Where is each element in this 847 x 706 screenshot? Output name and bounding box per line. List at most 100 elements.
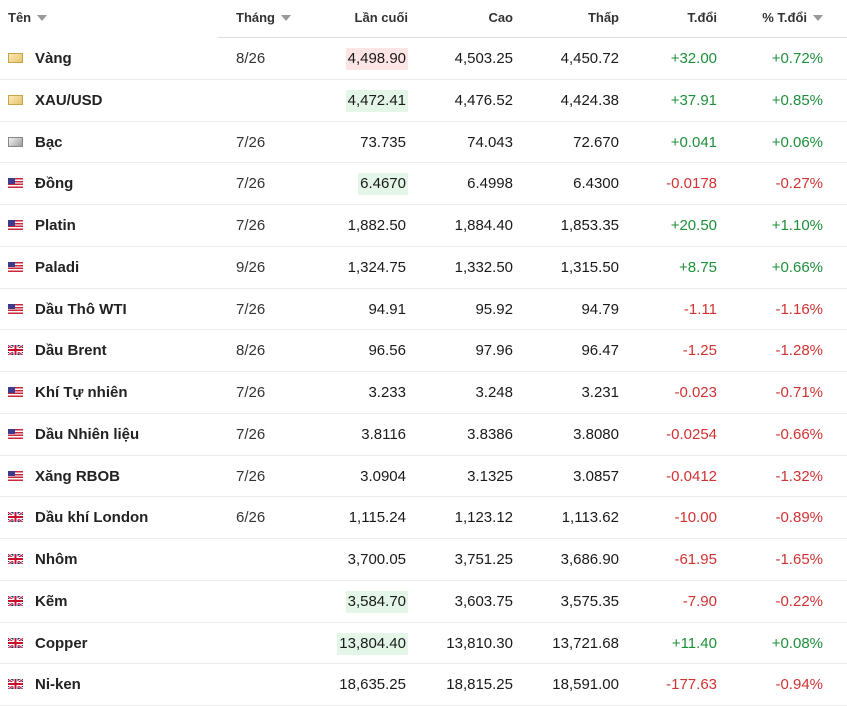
- header-cell[interactable]: Cao: [488, 10, 513, 25]
- last-cell: 4,498.90: [345, 48, 408, 70]
- name-cell[interactable]: Vàng: [35, 50, 72, 67]
- month-cell: 7/26: [236, 300, 266, 318]
- table-row[interactable]: Dầu Brent 8/26 96.56 97.96 96.47 -1.25 -1.28%: [0, 330, 847, 372]
- name-cell[interactable]: Bạc: [35, 133, 63, 151]
- flag: [8, 679, 23, 690]
- low-cell: 4,450.72: [560, 50, 619, 67]
- pct-cell: -1.28%: [775, 342, 823, 360]
- name-cell[interactable]: Copper: [35, 634, 88, 652]
- high-cell: 97.96: [475, 342, 513, 360]
- change-cell: -1.11: [683, 300, 717, 318]
- low-cell: 4,424.38: [560, 91, 619, 109]
- name-cell[interactable]: Platin: [35, 217, 76, 234]
- last-cell: 1,324.75: [347, 258, 406, 276]
- flag: [8, 637, 23, 648]
- change-cell: +8.75: [679, 258, 717, 276]
- header-text: % T.đổi: [762, 10, 807, 25]
- change-cell: +32.00: [670, 50, 717, 67]
- table-row[interactable]: Dầu Thô WTI 7/26 94.91 95.92 94.79 -1.11 -1.16…: [0, 289, 847, 331]
- header-cell[interactable]: Thấp: [588, 10, 619, 25]
- header-cell[interactable]: Tên: [8, 10, 48, 25]
- change-cell: +11.40: [671, 634, 717, 652]
- high-cell: 4,476.52: [454, 91, 513, 109]
- table-row[interactable]: Nhôm 3,700.05 3,751.25 3,686.90 -61.95 -1.65%: [0, 539, 847, 581]
- last-cell: 3,584.70: [345, 590, 408, 613]
- name-cell[interactable]: Đồng: [35, 175, 74, 193]
- icon: [8, 136, 23, 147]
- high-cell: 6.4998: [467, 175, 513, 193]
- high-cell: 1,332.50: [454, 258, 513, 276]
- month-cell: 9/26: [236, 258, 266, 276]
- header-text: Thấp: [587, 10, 619, 25]
- table-row[interactable]: Xăng RBOB 7/26 3.0904 3.1325 3.0857 -0.0412 -1…: [0, 456, 847, 498]
- flag: [8, 303, 23, 314]
- header-text: Lần cuối: [354, 10, 408, 25]
- last-cell: 3,700.05: [347, 551, 406, 568]
- month-cell: 7/26: [236, 175, 266, 193]
- icon: [8, 53, 23, 63]
- flag: [8, 595, 23, 606]
- table-row[interactable]: Copper 13,804.40 13,810.30 13,721.68 +11.40 +…: [0, 623, 847, 665]
- flag: [8, 261, 23, 272]
- pct-cell: -0.66%: [775, 425, 823, 443]
- flag: [8, 428, 23, 439]
- name-cell[interactable]: Paladi: [35, 258, 80, 276]
- name-cell[interactable]: Dầu Brent: [35, 342, 107, 360]
- pct-cell: +0.72%: [771, 50, 823, 67]
- table-row[interactable]: XAU/USD 4,472.41 4,476.52 4,424.38 +37.91 +0.…: [0, 80, 847, 122]
- month-cell: 8/26: [236, 342, 266, 360]
- change-cell: -0.0254: [666, 425, 717, 443]
- last-cell: 3.233: [368, 384, 406, 401]
- table-row[interactable]: Bạc 7/26 73.735 74.043 72.670 +0.041 +0.06%: [0, 122, 847, 164]
- name-cell[interactable]: Kẽm: [35, 592, 68, 610]
- flag: [8, 512, 23, 523]
- name-cell[interactable]: Dầu khí London: [35, 509, 149, 527]
- high-cell: 18,815.25: [446, 676, 513, 694]
- table-row[interactable]: Ni-ken 18,635.25 18,815.25 18,591.00 -177.63…: [0, 664, 847, 706]
- table-row[interactable]: Vàng 8/26 4,498.90 4,503.25 4,450.72 +32.00 +0…: [0, 38, 847, 80]
- header-cell[interactable]: Lần cuối: [355, 10, 408, 25]
- pct-cell: -0.94%: [775, 676, 823, 694]
- name-cell[interactable]: Ni-ken: [35, 676, 81, 694]
- change-cell: +0.041: [670, 133, 717, 151]
- pct-cell: +0.06%: [771, 133, 823, 151]
- month-cell: 7/26: [236, 217, 266, 234]
- name-cell[interactable]: XAU/USD: [35, 91, 103, 109]
- pct-cell: +0.85%: [771, 91, 823, 109]
- name-cell[interactable]: Xăng RBOB: [35, 467, 121, 485]
- table-row[interactable]: Khí Tự nhiên 7/26 3.233 3.248 3.231 -0.023 -0.…: [0, 372, 847, 414]
- name-cell[interactable]: Dầu Thô WTI: [35, 300, 127, 318]
- last-cell: 94.91: [368, 300, 406, 318]
- name-cell[interactable]: Nhôm: [35, 551, 78, 568]
- table-row[interactable]: Dầu Nhiên liệu 7/26 3.8116 3.8386 3.8080 -0.0…: [0, 414, 847, 456]
- pct-cell: -0.71%: [775, 384, 823, 401]
- flag: [8, 220, 23, 230]
- table-row[interactable]: Platin 7/26 1,882.50 1,884.40 1,853.35 +20.50…: [0, 205, 847, 247]
- name-cell[interactable]: Dầu Nhiên liệu: [35, 425, 140, 443]
- flag: [8, 554, 23, 564]
- high-cell: 3.8386: [467, 425, 513, 443]
- flag: [8, 345, 23, 356]
- last-cell: 3.8116: [361, 425, 406, 443]
- last-cell: 18,635.25: [339, 676, 406, 694]
- header-cell[interactable]: T.đổi: [687, 10, 717, 25]
- pct-cell: +0.66%: [771, 258, 823, 276]
- table-row[interactable]: Paladi 9/26 1,324.75 1,332.50 1,315.50 +8.75 +…: [0, 247, 847, 289]
- pct-cell: +0.08%: [771, 634, 823, 652]
- month-cell: 8/26: [236, 50, 266, 67]
- name-cell[interactable]: Khí Tự nhiên: [35, 384, 128, 401]
- header-cell[interactable]: Tháng: [236, 10, 291, 25]
- last-cell: 1,882.50: [347, 217, 406, 234]
- low-cell: 3.0857: [573, 467, 619, 485]
- header-cell[interactable]: % T.đổi: [762, 10, 823, 25]
- change-cell: -10.00: [674, 509, 717, 527]
- last-cell: 73.735: [360, 133, 406, 151]
- table-row[interactable]: Dầu khí London 6/26 1,115.24 1,123.12 1,113.…: [0, 497, 847, 539]
- header-text: T.đổi: [687, 10, 717, 25]
- pct-cell: -0.27%: [775, 175, 823, 193]
- table-row[interactable]: Kẽm 3,584.70 3,603.75 3,575.35 -7.90 -0.22%: [0, 581, 847, 623]
- last-cell: 6.4670: [358, 173, 408, 196]
- table-row[interactable]: Đồng 7/26 6.4670 6.4998 6.4300 -0.0178 -0.27%: [0, 163, 847, 205]
- change-cell: +20.50: [670, 217, 717, 234]
